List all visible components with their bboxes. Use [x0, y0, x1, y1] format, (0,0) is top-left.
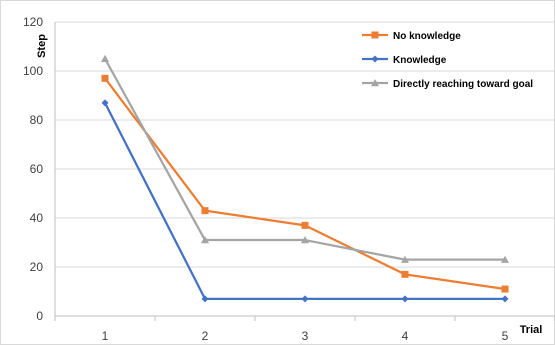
y-tick-label: 0: [36, 309, 43, 323]
data-point-square: [201, 207, 209, 215]
data-point-diamond: [371, 55, 379, 63]
axes: 0 20 40 60 80 100 120 1 2 3 4 5: [23, 15, 555, 343]
data-point-triangle: [101, 54, 109, 62]
legend-item: Knowledge: [362, 55, 447, 66]
data-point-square: [301, 221, 309, 229]
x-tick-label: 4: [402, 329, 409, 343]
data-point-triangle: [301, 236, 309, 244]
legend: No knowledge Knowledge Directly reaching t…: [362, 31, 533, 90]
data-point-diamond: [301, 295, 309, 303]
data-point-triangle: [371, 79, 379, 87]
legend-label: Directly reaching toward goal: [393, 79, 533, 90]
data-point-triangle: [201, 236, 209, 244]
y-tick-label: 100: [23, 64, 43, 78]
gridlines: [55, 21, 555, 268]
series: [101, 54, 509, 303]
legend-item: Directly reaching toward goal: [362, 79, 533, 90]
data-point-square: [101, 74, 109, 82]
data-point-square: [501, 285, 509, 293]
data-point-triangle: [501, 255, 509, 263]
data-point-diamond: [101, 99, 109, 107]
data-point-diamond: [501, 295, 509, 303]
x-tick-label: 5: [502, 329, 509, 343]
x-tick-label: 1: [102, 329, 109, 343]
y-tick-label: 40: [30, 211, 44, 225]
series-line: [103, 102, 505, 300]
y-tick-label: 80: [30, 113, 44, 127]
legend-label: Knowledge: [393, 55, 447, 66]
x-tick-label: 2: [202, 329, 209, 343]
y-tick-label: 20: [30, 260, 44, 274]
series-knowledge: [101, 99, 509, 303]
x-tick-label: 3: [302, 329, 309, 343]
data-point-square: [371, 31, 379, 39]
y-tick-label: 60: [30, 162, 44, 176]
data-point-diamond: [201, 295, 209, 303]
x-axis-label: Trial: [520, 324, 543, 336]
legend-item: No knowledge: [362, 31, 461, 42]
series-no-knowledge: [101, 74, 509, 293]
series-line: [104, 77, 506, 291]
y-tick-label: 120: [23, 15, 43, 29]
series-directly-reaching-toward-goal: [101, 54, 509, 263]
y-axis-label: Step: [36, 34, 48, 58]
data-point-diamond: [401, 295, 409, 303]
legend-label: No knowledge: [393, 31, 461, 42]
data-point-triangle: [401, 255, 409, 263]
data-point-square: [401, 270, 409, 278]
